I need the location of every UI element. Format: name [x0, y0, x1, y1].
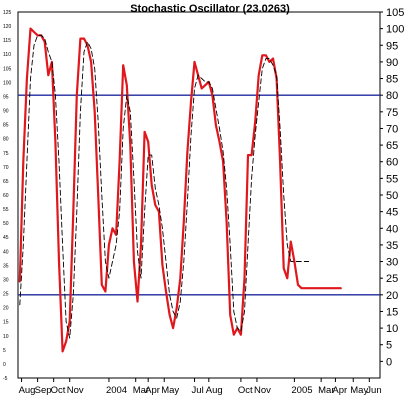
right-y-tick-label: 45: [386, 207, 398, 219]
x-tick-label: Jun: [366, 385, 381, 396]
left-y-tick-label: 30: [3, 277, 9, 283]
right-y-tick-label: 95: [386, 40, 398, 52]
left-y-tick-label: 115: [3, 38, 11, 44]
right-y-tick-label: 35: [386, 240, 398, 252]
left-y-tick-label: 100: [3, 80, 12, 86]
left-y-tick-label: 75: [3, 151, 9, 157]
right-y-tick-label: 55: [386, 173, 398, 185]
x-tick-label: 2005: [291, 385, 312, 396]
x-tick-label: Aug: [19, 385, 36, 396]
x-tick-label: Apr: [145, 385, 160, 396]
left-y-tick-label: 50: [3, 221, 9, 227]
left-y-tick-label: 60: [3, 193, 9, 199]
right-y-tick-label: 50: [386, 190, 398, 202]
left-y-tick-label: 70: [3, 165, 9, 171]
right-y-tick-label: 105: [386, 7, 404, 19]
left-y-tick-label: 5: [3, 348, 6, 354]
left-y-tick-label: 65: [3, 179, 9, 185]
right-y-tick-label: 25: [386, 273, 398, 285]
x-tick-label: Sep: [35, 385, 52, 396]
right-y-tick-label: 10: [386, 323, 398, 335]
right-y-tick-label: 90: [386, 57, 398, 69]
right-y-tick-label: 100: [386, 24, 404, 36]
left-y-tick-label: 25: [3, 292, 9, 298]
x-tick-label: Mar: [318, 385, 334, 396]
x-tick-label: Oct: [51, 385, 66, 396]
left-y-tick-label: 10: [3, 334, 9, 340]
left-y-tick-label: 90: [3, 109, 9, 115]
right-y-tick-label: 30: [386, 257, 398, 269]
x-tick-label: May: [350, 385, 368, 396]
x-tick-label: Aug: [206, 385, 223, 396]
plot-area: 0510152025303540455055606570758085909510…: [3, 7, 404, 396]
left-y-tick-label: 120: [3, 24, 12, 30]
left-y-tick-label: -5: [3, 376, 8, 382]
left-y-tick-label: 125: [3, 10, 12, 16]
right-y-tick-label: 15: [386, 306, 398, 318]
x-tick-label: Nov: [67, 385, 84, 396]
left-y-tick-label: 95: [3, 94, 9, 100]
x-tick-label: Jul: [192, 385, 204, 396]
x-tick-label: 2004: [106, 385, 127, 396]
left-y-tick-label: 85: [3, 123, 9, 129]
left-y-tick-label: 80: [3, 137, 9, 143]
right-y-tick-label: 70: [386, 123, 398, 135]
right-y-tick-label: 65: [386, 140, 398, 152]
left-y-tick-label: 20: [3, 306, 9, 312]
left-y-tick-label: 40: [3, 249, 9, 255]
x-tick-label: May: [161, 385, 179, 396]
right-y-tick-label: 80: [386, 90, 398, 102]
x-tick-label: Apr: [332, 385, 347, 396]
signal-line: [19, 34, 310, 339]
left-y-tick-label: 15: [3, 320, 9, 326]
right-y-tick-label: 85: [386, 74, 398, 86]
right-y-tick-label: 0: [386, 356, 392, 368]
x-tick-label: Oct: [238, 385, 253, 396]
right-y-tick-label: 5: [386, 340, 392, 352]
right-y-tick-label: 40: [386, 223, 398, 235]
left-y-tick-label: 0: [3, 362, 6, 368]
x-tick-label: Mar: [133, 385, 149, 396]
left-y-tick-label: 110: [3, 52, 11, 58]
left-y-tick-label: 55: [3, 207, 9, 213]
left-y-tick-label: 35: [3, 263, 9, 269]
right-y-tick-label: 20: [386, 290, 398, 302]
right-y-tick-label: 60: [386, 157, 398, 169]
right-y-tick-label: 75: [386, 107, 398, 119]
left-y-tick-label: 105: [3, 66, 12, 72]
chart-title: Stochastic Oscillator (23.0263): [130, 3, 290, 15]
oscillator-line: [18, 27, 342, 353]
x-tick-label: Nov: [254, 385, 271, 396]
left-y-tick-label: 45: [3, 235, 9, 241]
